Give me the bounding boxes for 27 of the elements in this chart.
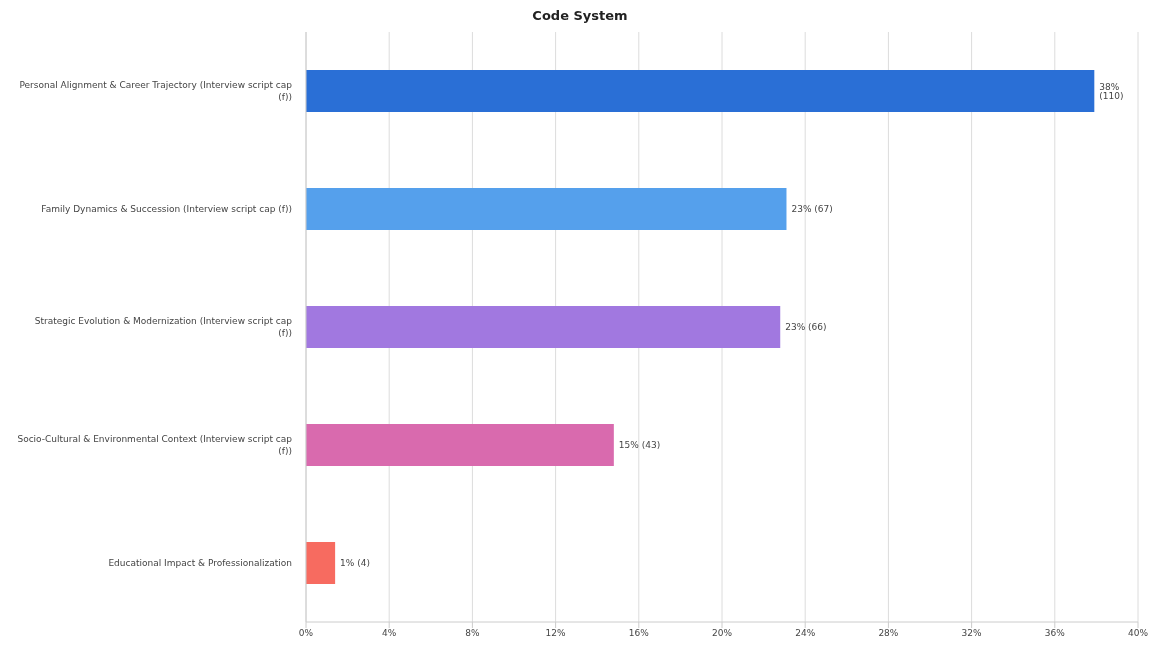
x-tick-label: 28%: [878, 628, 899, 639]
data-label: 23% (66): [785, 322, 827, 333]
x-tick-label: 32%: [961, 628, 983, 639]
x-tick-label: 8%: [465, 628, 480, 639]
bar: [306, 188, 787, 230]
bar: [306, 542, 336, 584]
x-tick-label: 0%: [298, 628, 314, 639]
x-tick-label: 20%: [711, 628, 733, 639]
y-tick-label: Socio-Cultural & Environmental Context (Interview script cap (f)): [17, 433, 293, 456]
data-label: 38% (110): [1099, 81, 1124, 101]
y-tick-label: Strategic Evolution & Modernization (Interview script cap (f)): [34, 315, 293, 338]
x-tick-label: 16%: [628, 628, 650, 639]
bar: [306, 306, 781, 348]
bar: [306, 70, 1095, 112]
y-tick-label: Educational Impact & Professionalization: [108, 557, 292, 568]
x-tick-label: 12%: [545, 628, 567, 639]
x-tick-label: 40%: [1127, 628, 1149, 639]
bar: [306, 424, 614, 466]
data-label: 15% (43): [618, 440, 661, 451]
y-tick-label: Family Dynamics & Succession (Interview script cap (f)): [41, 203, 292, 214]
x-tick-label: 24%: [795, 628, 816, 639]
chart-title: Code System: [531, 8, 629, 25]
x-tick-label: 4%: [382, 628, 397, 639]
y-tick-label: Personal Alignment & Career Trajectory (Interview script cap (f)): [19, 79, 293, 102]
data-label: 23% (67): [791, 204, 833, 215]
data-label: 1% (4): [340, 558, 371, 569]
x-tick-label: 36%: [1044, 628, 1066, 639]
